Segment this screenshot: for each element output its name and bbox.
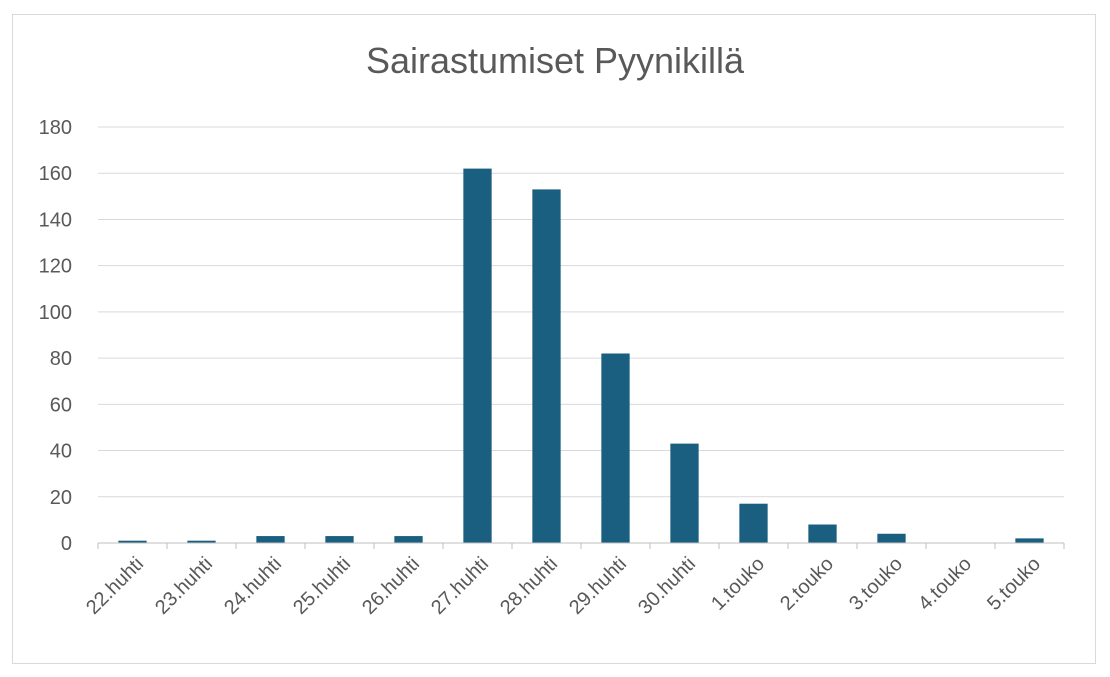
y-tick-label: 20 xyxy=(50,487,72,509)
x-tick-label: 30.huhti xyxy=(634,553,700,619)
bar-23.huhti xyxy=(187,540,216,543)
x-tick-label: 25.huhti xyxy=(289,553,355,619)
x-axis xyxy=(97,542,1065,549)
chart-title: Sairastumiset Pyynikillä xyxy=(365,40,745,81)
x-tick-label: 4.touko xyxy=(914,553,976,615)
y-tick-label: 40 xyxy=(50,441,72,463)
x-tick-label: 23.huhti xyxy=(151,553,217,619)
bar-29.huhti xyxy=(601,353,630,543)
x-axis-ticks: 22.huhti 23.huhti 24.huhti 25.huhti 26.huhti… xyxy=(82,553,1045,619)
y-tick-label: 80 xyxy=(50,348,72,370)
x-tick-label: 29.huhti xyxy=(565,553,631,619)
x-tick-label: 3.touko xyxy=(845,553,907,615)
y-tick-label: 60 xyxy=(50,394,72,416)
y-tick-label: 0 xyxy=(61,533,72,555)
bar-27.huhti xyxy=(463,168,492,543)
x-tick-label: 5.touko xyxy=(983,553,1045,615)
x-tick-label: 28.huhti xyxy=(496,553,562,619)
bar-24.huhti xyxy=(256,536,285,543)
y-tick-label: 120 xyxy=(39,256,72,278)
x-tick-label: 24.huhti xyxy=(220,553,286,619)
x-tick-label: 22.huhti xyxy=(82,553,148,619)
bar-28.huhti xyxy=(532,189,561,543)
bars xyxy=(118,168,1044,543)
bar-30.huhti xyxy=(670,443,699,543)
x-tick-label: 1.touko xyxy=(707,553,769,615)
bar-5.touko xyxy=(1015,538,1044,543)
bar-22.huhti xyxy=(118,540,147,543)
y-tick-label: 100 xyxy=(39,302,72,324)
y-tick-label: 160 xyxy=(39,163,72,185)
bar-25.huhti xyxy=(325,536,354,543)
x-tick-label: 2.touko xyxy=(776,553,838,615)
y-axis-ticks: 0 20 40 60 80 100 120 140 160 180 xyxy=(39,117,72,555)
x-tick-label: 26.huhti xyxy=(358,553,424,619)
gridlines xyxy=(98,126,1064,498)
bar-1.touko xyxy=(739,503,768,543)
y-tick-label: 140 xyxy=(39,209,72,231)
bar-3.touko xyxy=(877,533,906,543)
bar-2.touko xyxy=(808,524,837,543)
y-tick-label: 180 xyxy=(39,117,72,139)
bar-26.huhti xyxy=(394,536,423,543)
x-tick-label: 27.huhti xyxy=(427,553,493,619)
